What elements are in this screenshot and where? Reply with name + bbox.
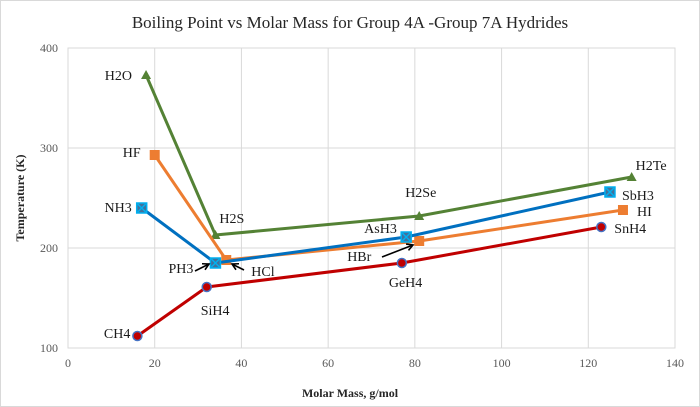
point-label-h2te: H2Te bbox=[636, 159, 667, 174]
x-tick-label: 120 bbox=[579, 356, 597, 370]
series-line bbox=[140, 190, 611, 265]
x-tick-label: 60 bbox=[322, 356, 334, 370]
point-label-geh4: GeH4 bbox=[389, 276, 422, 291]
hbr-marker bbox=[414, 236, 425, 246]
arrow-head bbox=[201, 262, 211, 271]
y-tick-label: 100 bbox=[40, 341, 58, 355]
series-line bbox=[153, 154, 624, 262]
x-tick-label: 100 bbox=[493, 356, 511, 370]
hcl-arrow bbox=[230, 262, 245, 271]
point-label-hbr: HBr bbox=[347, 250, 371, 265]
gridlines bbox=[67, 47, 676, 349]
h2se-marker bbox=[414, 211, 425, 220]
point-label-sbh3: SbH3 bbox=[622, 189, 654, 204]
h2te-marker bbox=[626, 172, 637, 181]
tick-labels: 0 20 40 60 80 100 120 140 100 200 300 400 bbox=[40, 41, 684, 370]
y-tick-label: 200 bbox=[40, 241, 58, 255]
y-axis-label: Temperature (K) bbox=[13, 155, 27, 242]
point-label-snh4: SnH4 bbox=[614, 222, 646, 237]
sbh3-marker bbox=[604, 186, 616, 198]
x-tick-label: 80 bbox=[409, 356, 421, 370]
series-group bbox=[132, 70, 637, 342]
ph3-marker bbox=[209, 257, 222, 269]
h2o-marker bbox=[141, 70, 152, 79]
x-tick-label: 20 bbox=[149, 356, 161, 370]
chart-title: Boiling Point vs Molar Mass for Group 4A… bbox=[132, 13, 568, 32]
series-line bbox=[144, 74, 632, 237]
hcl-marker bbox=[221, 255, 232, 265]
point-label-hi: HI bbox=[637, 205, 652, 220]
arrow-shaft bbox=[231, 263, 245, 271]
ph3-arrow bbox=[194, 262, 211, 272]
point-labels: H2O H2S H2Se H2Te HF HCl HBr HI NH3 PH3 AsH3 SbH3 CH… bbox=[104, 69, 667, 342]
arrow-head bbox=[405, 243, 415, 251]
ash3-marker bbox=[400, 231, 412, 243]
sih4-marker bbox=[201, 281, 212, 293]
geh4-marker bbox=[396, 257, 408, 269]
point-label-ch4: CH4 bbox=[104, 327, 130, 342]
hbr-arrow bbox=[381, 243, 415, 258]
y-tick-label: 400 bbox=[40, 41, 58, 55]
hi-marker bbox=[617, 205, 628, 215]
snh4-marker bbox=[596, 221, 607, 233]
point-label-sih4: SiH4 bbox=[201, 304, 230, 319]
x-axis-label: Molar Mass, g/mol bbox=[302, 386, 399, 400]
marker-cross bbox=[605, 187, 615, 197]
ch4-marker bbox=[132, 330, 143, 342]
point-label-hf: HF bbox=[123, 146, 141, 161]
y-tick-label: 300 bbox=[40, 141, 58, 155]
point-label-hcl: HCl bbox=[251, 265, 274, 280]
annotation-arrows bbox=[194, 243, 415, 272]
marker-cross bbox=[137, 203, 147, 213]
point-label-ph3: PH3 bbox=[169, 262, 194, 277]
x-tick-label: 0 bbox=[65, 356, 71, 370]
point-label-ash3: AsH3 bbox=[364, 222, 397, 237]
hf-marker bbox=[149, 150, 160, 160]
arrow-shaft bbox=[381, 244, 414, 258]
h2s-marker bbox=[210, 230, 221, 239]
point-label-nh3: NH3 bbox=[104, 201, 131, 216]
arrow-shaft bbox=[194, 263, 210, 272]
arrow-head bbox=[230, 262, 240, 271]
marker-cross bbox=[401, 232, 411, 242]
marker-cross bbox=[210, 258, 220, 268]
point-label-h2se: H2Se bbox=[405, 186, 436, 201]
x-tick-label: 40 bbox=[235, 356, 247, 370]
series-line bbox=[136, 225, 602, 338]
x-tick-label: 140 bbox=[666, 356, 684, 370]
point-label-h2s: H2S bbox=[219, 212, 244, 227]
nh3-marker bbox=[135, 202, 148, 214]
point-label-h2o: H2O bbox=[105, 69, 132, 84]
